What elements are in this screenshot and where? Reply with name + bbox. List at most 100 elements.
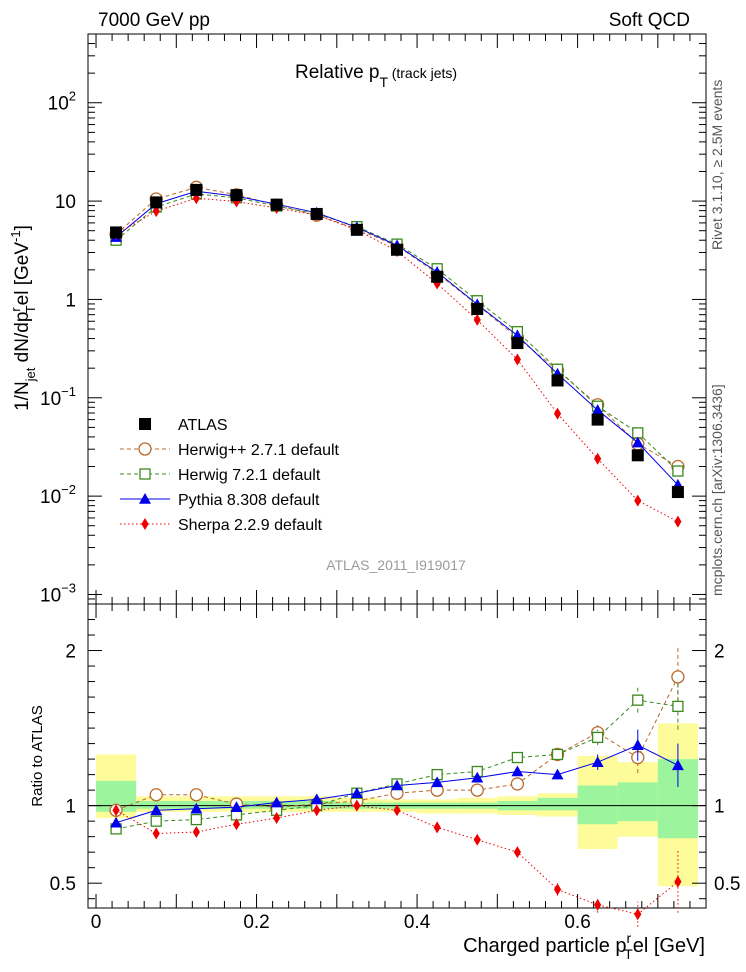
ratio-point: [551, 748, 564, 761]
ratio-point: [313, 804, 321, 817]
xlabel-sub: T: [624, 946, 633, 962]
ratio-point: [674, 875, 682, 888]
y-tick-base: 10: [55, 192, 76, 213]
ratio-point: [232, 818, 241, 831]
ratio-y-tick-label: 0.5: [50, 874, 76, 895]
plot-title: Relative pT (track jets): [295, 62, 457, 90]
y-tick-label: 1: [65, 290, 76, 311]
ratio-point: [433, 821, 441, 834]
ratio-series-sherpa-2-2-9-default: [112, 799, 682, 927]
data-point: [591, 413, 604, 426]
ylabel-close: ]: [12, 225, 33, 230]
y-tick-exp: 2: [69, 89, 76, 104]
legend-entry: Herwig++ 2.7.1 default: [120, 442, 340, 459]
ratio-point: [149, 788, 163, 802]
plot-title-main: Relative p: [295, 62, 380, 83]
series-atlas: [110, 183, 684, 499]
ratio-point: [553, 883, 562, 896]
data-point: [150, 196, 163, 209]
y-tick-base: 10: [48, 94, 69, 115]
ratio-y-tick-label-right: 1: [714, 797, 725, 818]
ratio-point: [310, 793, 323, 805]
ratio-point: [510, 777, 525, 791]
y-tick-base: 1: [65, 290, 76, 311]
data-point: [431, 270, 444, 283]
legend-marker: [139, 418, 151, 430]
data-point: [471, 302, 484, 315]
xlabel-sup: r: [627, 930, 632, 946]
ratio-point: [189, 788, 204, 802]
ylabel-end: el [GeV: [12, 242, 33, 306]
ratio-panel-frame: 0.5 0.5 1 1 2 2 0 0.2 0.4 0.6: [50, 603, 740, 933]
y-tick-exp: −2: [61, 482, 76, 497]
ratio-point: [110, 816, 123, 828]
legend-marker: [138, 442, 152, 456]
ratio-point: [190, 802, 203, 814]
legend-label: Herwig 7.2.1 default: [178, 467, 321, 484]
data-point: [310, 207, 323, 220]
data-point: [511, 337, 524, 350]
ratio-point: [470, 783, 484, 797]
data-point: [551, 374, 564, 387]
data-point: [631, 436, 644, 448]
plot-title-sub: T: [380, 74, 389, 90]
ratio-point: [511, 765, 524, 777]
plot-title-suffix: (track jets): [388, 65, 457, 81]
y-tick-base: 10: [40, 389, 61, 410]
series-line: [115, 197, 679, 523]
legend-entry: ATLAS: [139, 417, 228, 434]
process-label: Soft QCD: [609, 10, 690, 31]
ratio-series-pythia-8-308-default: [110, 729, 684, 828]
ratio-point: [190, 813, 203, 826]
ratio-point: [671, 670, 685, 684]
band-stat: [617, 782, 658, 822]
ylabel-sup: r: [8, 307, 23, 312]
y-tick-label: 10: [55, 192, 76, 213]
data-point: [190, 183, 203, 196]
ratio-point: [150, 815, 162, 827]
data-point: [391, 243, 403, 256]
band-stat: [577, 785, 618, 825]
y-tick-label: 102: [48, 89, 76, 115]
ylabel-sub2: T: [23, 305, 38, 313]
ratio-point: [273, 812, 281, 825]
ratio-y-tick-label: 1: [65, 797, 76, 818]
data-point: [513, 353, 521, 366]
data-point: [632, 427, 644, 439]
data-point: [350, 223, 363, 236]
data-point: [591, 404, 604, 415]
data-point: [674, 515, 682, 528]
y-tick-label: 10−3: [40, 580, 76, 606]
data-point: [671, 486, 684, 499]
data-point: [110, 226, 123, 239]
ratio-point: [634, 908, 642, 921]
series-line: [115, 190, 679, 486]
ratio-ylabel: Ratio to ATLAS: [29, 705, 46, 806]
data-point: [634, 494, 642, 507]
main-panel-series: [109, 180, 685, 528]
ratio-series-line: [115, 699, 678, 830]
ratio-point: [431, 776, 444, 788]
ratio-series-line: [115, 805, 679, 915]
legend-label: ATLAS: [178, 417, 228, 434]
data-point: [230, 189, 243, 202]
ylabel-sup2: -1: [8, 230, 23, 242]
legend-entry: Herwig 7.2.1 default: [120, 467, 321, 484]
legend-label: Herwig++ 2.7.1 default: [178, 442, 340, 459]
data-point: [594, 452, 602, 465]
data-point: [553, 407, 562, 420]
x-tick-label: 0: [91, 912, 102, 933]
ratio-point: [594, 898, 602, 911]
ylabel-sub1: jet: [23, 367, 38, 382]
legend: ATLAS Herwig++ 2.7.1 default Herwig 7.2.1 …: [120, 417, 340, 534]
ratio-point: [112, 804, 120, 817]
ratio-y-tick-label-right: 0.5: [714, 874, 740, 895]
legend-label: Pythia 8.308 default: [178, 492, 320, 509]
legend-marker: [139, 493, 151, 504]
legend-marker: [139, 468, 151, 480]
ratio-point: [671, 759, 684, 771]
y-tick-label: 10−2: [40, 482, 76, 508]
ratio-point: [270, 796, 283, 808]
